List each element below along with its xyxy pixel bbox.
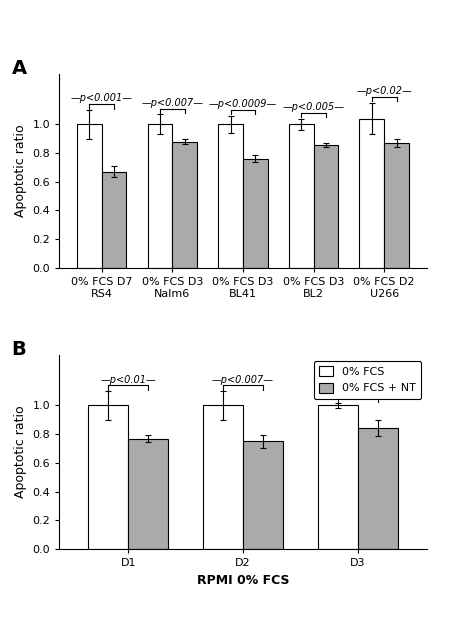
Bar bbox=[77, 124, 101, 268]
Bar bbox=[359, 118, 384, 268]
Text: —p<0.001—: —p<0.001— bbox=[71, 94, 133, 104]
Text: A: A bbox=[11, 59, 27, 78]
Bar bbox=[147, 124, 172, 268]
Bar bbox=[289, 124, 314, 268]
Text: —p<0.005—: —p<0.005— bbox=[283, 102, 345, 112]
Bar bbox=[88, 405, 128, 549]
Bar bbox=[203, 405, 243, 549]
Text: —p<0.02—: —p<0.02— bbox=[356, 86, 412, 96]
Bar bbox=[243, 159, 268, 268]
Text: —p<0.0009—: —p<0.0009— bbox=[209, 99, 277, 109]
Y-axis label: Apoptotic ratio: Apoptotic ratio bbox=[14, 406, 27, 499]
Bar bbox=[314, 145, 338, 268]
Bar bbox=[101, 172, 127, 268]
Y-axis label: Apoptotic ratio: Apoptotic ratio bbox=[14, 125, 27, 217]
Legend: 0% FCS, 0% FCS + NT: 0% FCS, 0% FCS + NT bbox=[314, 361, 421, 399]
Text: B: B bbox=[11, 340, 26, 358]
Bar bbox=[384, 143, 409, 268]
Text: —p<0.01—: —p<0.01— bbox=[100, 375, 156, 384]
Bar bbox=[243, 441, 283, 549]
Bar bbox=[172, 141, 197, 268]
Bar bbox=[218, 124, 243, 268]
Text: —p<0.007—: —p<0.007— bbox=[212, 375, 274, 384]
Text: —p<0.01—: —p<0.01— bbox=[330, 387, 385, 397]
X-axis label: RPMI 0% FCS: RPMI 0% FCS bbox=[197, 574, 289, 587]
Bar bbox=[358, 428, 398, 549]
Bar bbox=[128, 439, 168, 549]
Text: —p<0.007—: —p<0.007— bbox=[141, 98, 203, 108]
Bar bbox=[318, 405, 358, 549]
